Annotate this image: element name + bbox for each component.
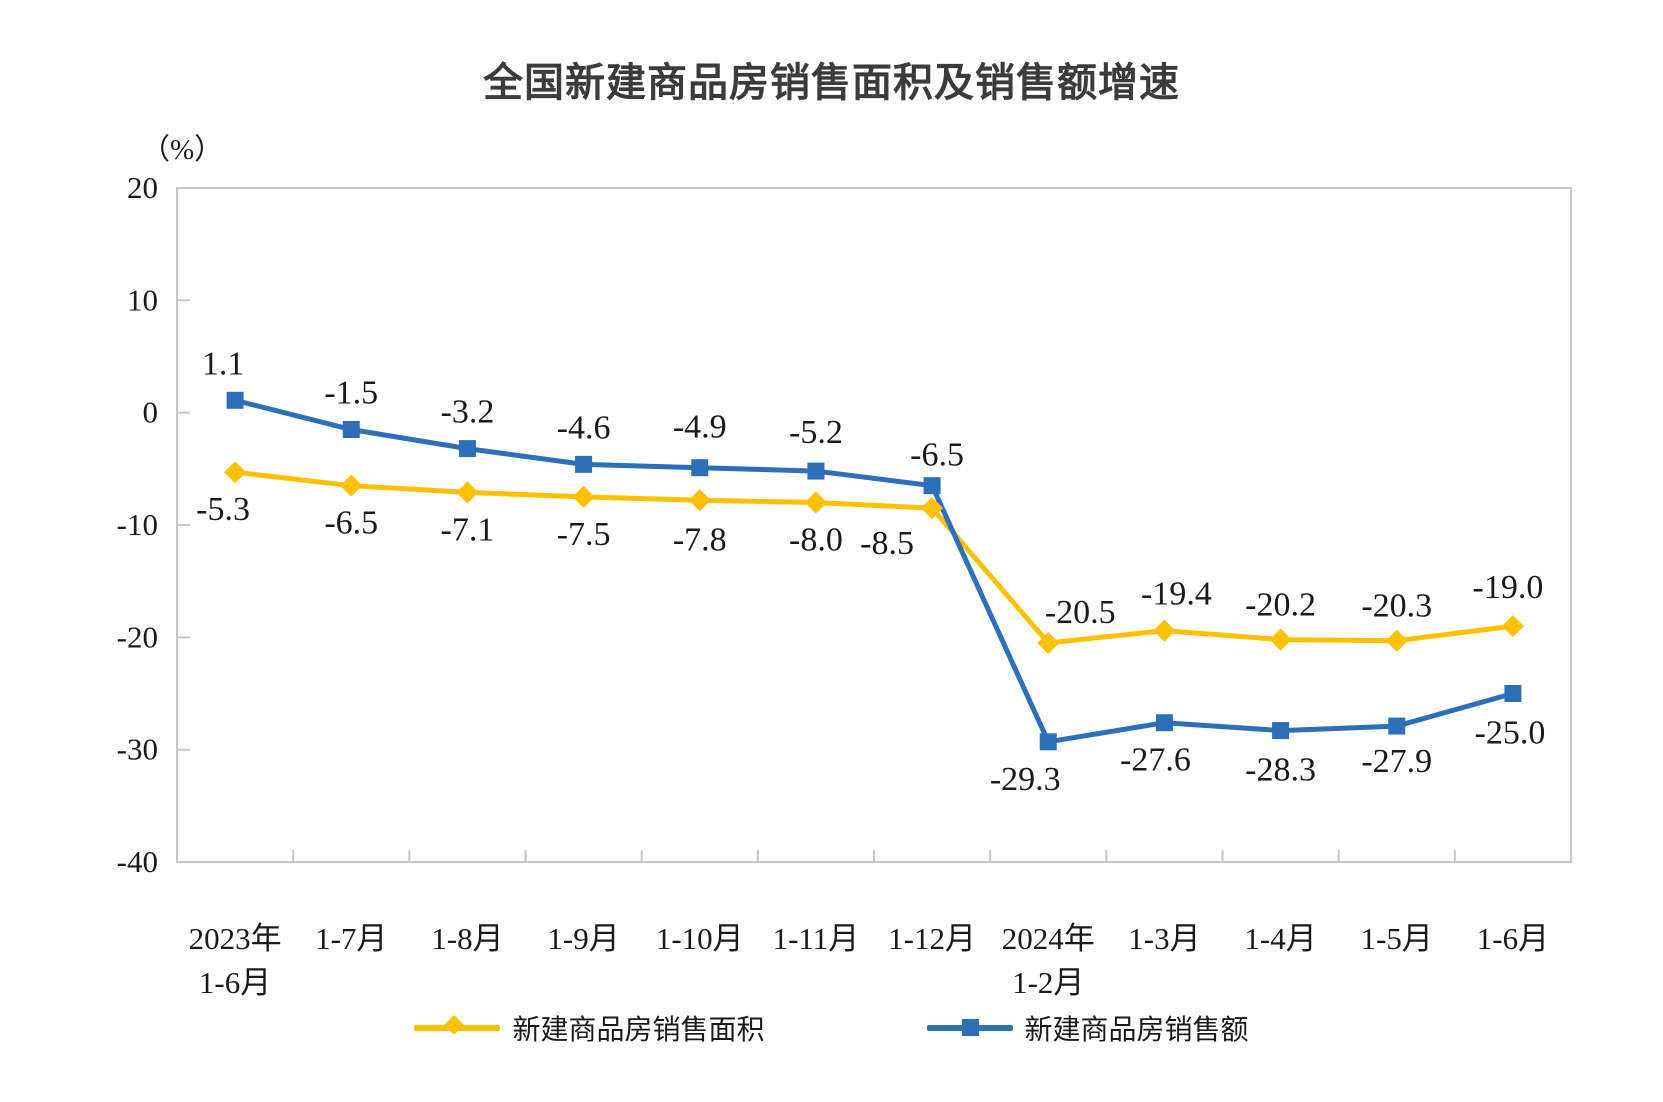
data-label: -20.5 (1045, 594, 1116, 631)
data-label: -25.0 (1475, 715, 1546, 752)
y-axis-tick-label: -20 (117, 619, 158, 654)
square-marker-icon (1155, 714, 1173, 732)
square-marker-icon (458, 440, 476, 458)
y-axis-tick-label: -10 (117, 507, 158, 542)
x-axis-label: 1-5月 (1361, 921, 1433, 956)
data-label: -28.3 (1245, 752, 1316, 789)
data-label: -8.0 (789, 522, 843, 559)
data-label: -20.3 (1361, 588, 1432, 625)
diamond-marker-icon (688, 489, 711, 512)
data-label: -3.2 (441, 394, 495, 431)
chart-title: 全国新建商品房销售面积及销售额增速 (483, 61, 1180, 105)
x-axis-label: 2024年 (1002, 921, 1095, 956)
diamond-marker-icon (804, 491, 827, 514)
square-marker-icon (807, 462, 825, 480)
legend-item-sales-amount: 新建商品房销售额 (926, 1008, 1249, 1048)
x-axis-label: 1-8月 (431, 921, 503, 956)
x-axis-label: 1-12月 (888, 921, 976, 956)
diamond-marker-icon (340, 474, 363, 497)
x-axis-label: 1-7月 (315, 921, 387, 956)
square-marker-icon (342, 421, 360, 439)
legend-item-sales-area: 新建商品房销售面积 (414, 1008, 765, 1048)
diamond-marker-icon (1153, 619, 1176, 642)
y-axis-unit-label: （%） (141, 134, 224, 166)
chart-legend: 新建商品房销售面积 新建商品房销售额 (0, 1008, 1663, 1048)
square-marker-icon (575, 455, 593, 473)
data-label: -27.6 (1120, 742, 1191, 779)
x-axis-label: 1-6月 (199, 965, 271, 1000)
series-line-1 (232, 397, 1516, 745)
x-axis-label: 1-2月 (1012, 965, 1084, 1000)
data-label: -1.5 (324, 375, 378, 412)
x-axis-label: 1-11月 (773, 921, 860, 956)
y-axis-tick-label: -40 (117, 844, 158, 879)
x-axis-label: 1-6月 (1477, 921, 1549, 956)
y-axis-tick-label: 10 (127, 282, 158, 317)
y-axis-tick-label: -30 (117, 732, 158, 767)
y-axis-tick-label: 0 (143, 395, 159, 430)
legend-label-sales-amount: 新建商品房销售额 (1024, 1015, 1249, 1046)
data-label: -27.9 (1361, 743, 1432, 780)
x-axis-label: 1-9月 (547, 921, 619, 956)
diamond-marker-icon (921, 497, 944, 520)
square-marker-icon (1039, 733, 1057, 751)
data-label: -19.0 (1473, 569, 1544, 606)
x-axis-label: 1-3月 (1128, 921, 1200, 956)
data-label: -20.2 (1245, 587, 1316, 624)
data-label: -6.5 (910, 437, 964, 474)
data-label: 1.1 (202, 345, 245, 382)
data-label: -7.8 (673, 521, 727, 558)
diamond-marker-icon (572, 485, 595, 508)
square-marker-icon (1272, 722, 1290, 740)
data-label: -8.5 (860, 525, 914, 562)
x-axis-label: 2023年 (189, 921, 282, 956)
legend-line-sales-amount (926, 1019, 1013, 1036)
data-label: -6.5 (324, 505, 378, 542)
data-label: -5.3 (196, 491, 250, 528)
diamond-marker-icon (1385, 629, 1408, 652)
series-line-0 (232, 469, 1516, 646)
y-axis-tick-label: 20 (127, 170, 158, 205)
diamond-marker-icon (1037, 631, 1060, 654)
square-marker-icon (1504, 685, 1522, 702)
legend-line-sales-area (414, 1015, 501, 1035)
data-label: -4.6 (557, 409, 611, 446)
square-marker-icon (961, 1019, 979, 1036)
data-label: -19.4 (1141, 576, 1212, 613)
diamond-marker-icon (224, 461, 247, 484)
square-marker-icon (923, 477, 941, 495)
legend-label-sales-area: 新建商品房销售面积 (512, 1015, 765, 1046)
square-marker-icon (226, 391, 244, 409)
data-label: -29.3 (990, 761, 1061, 798)
diamond-marker-icon (1269, 628, 1292, 651)
diamond-marker-icon (1501, 615, 1524, 638)
data-label: -5.2 (789, 414, 843, 451)
data-label: -4.9 (673, 409, 727, 446)
square-marker-icon (691, 459, 709, 477)
data-label: -7.1 (441, 511, 495, 548)
data-label: -7.5 (557, 516, 611, 553)
diamond-marker-icon (456, 481, 479, 504)
square-marker-icon (1388, 717, 1406, 735)
x-axis-label: 1-10月 (656, 921, 744, 956)
diamond-marker-icon (444, 1015, 465, 1035)
x-axis-label: 1-4月 (1244, 921, 1316, 956)
